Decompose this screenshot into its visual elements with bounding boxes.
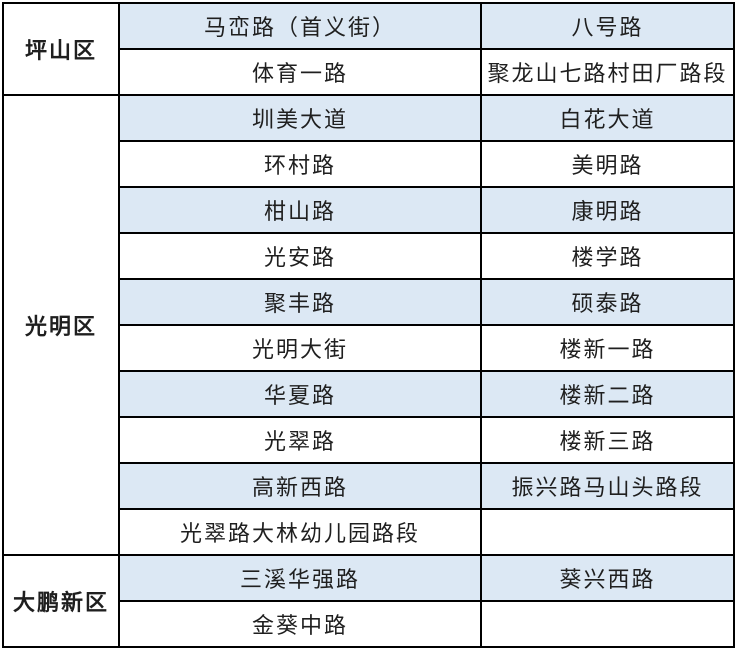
road-cell: 美明路 <box>480 140 735 188</box>
district-cell: 大鹏新区 <box>2 554 120 648</box>
road-cell: 康明路 <box>480 186 735 234</box>
road-cell: 体育一路 <box>118 48 482 96</box>
road-cell: 光安路 <box>118 232 482 280</box>
table-row: 光翠路 楼新三路 <box>3 416 735 464</box>
road-cell: 马峦路（首义街） <box>118 2 482 50</box>
table-row: 聚丰路 硕泰路 <box>3 278 735 326</box>
road-cell: 硕泰路 <box>480 278 735 326</box>
district-cell: 光明区 <box>2 94 120 556</box>
table-row: 金葵中路 <box>3 600 735 648</box>
table-row: 环村路 美明路 <box>3 140 735 188</box>
table-row: 坪山区 马峦路（首义街） 八号路 <box>2 2 735 96</box>
road-cell: 三溪华强路 <box>118 554 482 602</box>
road-cell: 光翠路大林幼儿园路段 <box>118 508 482 556</box>
table-row: 光翠路大林幼儿园路段 <box>3 508 735 556</box>
road-cell: 楼学路 <box>480 232 735 280</box>
road-cell: 葵兴西路 <box>480 554 735 602</box>
table-row: 高新西路 振兴路马山头路段 <box>3 462 735 510</box>
road-cell: 白花大道 <box>480 94 735 142</box>
table-row: 光明区 圳美大道 白花大道 <box>2 94 735 556</box>
road-cell: 八号路 <box>480 2 735 50</box>
road-cell: 高新西路 <box>118 462 482 510</box>
road-cell: 华夏路 <box>118 370 482 418</box>
district-road-table: 坪山区 马峦路（首义街） 八号路 体育一路 聚龙山七路村田厂路段 光明区 圳美大道 白花大道环… <box>2 2 735 648</box>
table-row: 光安路 楼学路 <box>3 232 735 280</box>
road-cell: 楼新三路 <box>480 416 735 464</box>
table-body: 坪山区 马峦路（首义街） 八号路 体育一路 聚龙山七路村田厂路段 光明区 圳美大道 白花大道环… <box>2 2 735 648</box>
road-cell <box>480 600 735 648</box>
table-row: 体育一路 聚龙山七路村田厂路段 <box>3 48 735 96</box>
table-row: 柑山路 康明路 <box>3 186 735 234</box>
road-cell: 聚龙山七路村田厂路段 <box>480 48 735 96</box>
road-cell: 振兴路马山头路段 <box>480 462 735 510</box>
table-row: 大鹏新区 三溪华强路 葵兴西路 <box>2 554 735 648</box>
table-row: 华夏路 楼新二路 <box>3 370 735 418</box>
road-cell: 柑山路 <box>118 186 482 234</box>
road-cell: 楼新二路 <box>480 370 735 418</box>
road-cell: 金葵中路 <box>118 600 482 648</box>
table-row: 光明大街 楼新一路 <box>3 324 735 372</box>
road-cell: 聚丰路 <box>118 278 482 326</box>
road-cell: 光明大街 <box>118 324 482 372</box>
road-cell: 环村路 <box>118 140 482 188</box>
road-cell: 楼新一路 <box>480 324 735 372</box>
road-cell <box>480 508 735 556</box>
district-cell: 坪山区 <box>2 2 120 96</box>
road-cell: 圳美大道 <box>118 94 482 142</box>
road-cell: 光翠路 <box>118 416 482 464</box>
